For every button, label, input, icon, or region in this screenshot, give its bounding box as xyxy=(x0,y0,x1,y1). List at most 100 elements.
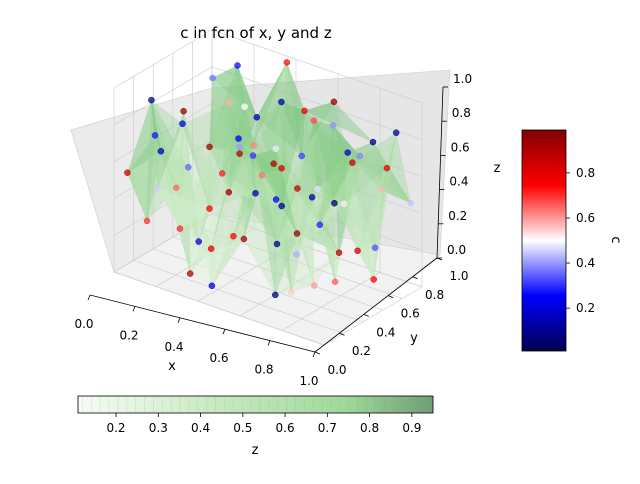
data-point xyxy=(258,172,266,179)
data-point xyxy=(330,98,338,106)
y-tick xyxy=(388,295,394,298)
surface-triangle xyxy=(347,141,411,204)
surface-triangle xyxy=(317,151,348,205)
surface-triangle xyxy=(296,120,318,255)
surface-triangle xyxy=(176,166,212,249)
grid-x-floor xyxy=(281,272,381,331)
y-tick-label: 0.8 xyxy=(425,288,444,302)
data-point xyxy=(151,132,159,139)
surface-triangle xyxy=(274,197,315,296)
y-tick-label: 0.0 xyxy=(327,363,346,377)
surface-triangle xyxy=(313,120,334,225)
data-point xyxy=(314,185,321,193)
surface-triangle xyxy=(296,152,348,255)
data-point xyxy=(270,160,277,167)
surface-triangle xyxy=(357,132,397,252)
surface-triangle xyxy=(303,101,374,143)
surface-triangle xyxy=(281,62,305,207)
surface-triangle xyxy=(261,175,278,245)
colorbar-c xyxy=(521,129,567,352)
data-point xyxy=(143,217,151,225)
data-point xyxy=(252,190,259,197)
data-point xyxy=(308,194,316,201)
surface-triangle xyxy=(381,167,412,204)
surface-triangle xyxy=(188,167,213,287)
surface-triangle xyxy=(243,155,276,295)
surface-triangle xyxy=(157,123,183,230)
surface-triangle xyxy=(313,120,353,204)
surface-triangle xyxy=(176,111,199,242)
surface-triangle xyxy=(154,134,191,274)
surface-triangle xyxy=(233,155,254,240)
data-point xyxy=(241,103,248,110)
surface-triangle xyxy=(373,190,382,280)
y-tick-label: 0.2 xyxy=(352,344,371,358)
surface-triangle xyxy=(343,152,358,251)
y-tick xyxy=(412,276,418,280)
surface-triangle xyxy=(151,100,177,188)
surface-triangle xyxy=(182,102,230,209)
surface-triangle xyxy=(275,168,292,293)
grid-x-floor xyxy=(239,257,339,317)
x-tick-label: 0.6 xyxy=(209,351,228,365)
data-point xyxy=(148,96,155,104)
chart-title: c in fcn of x, y and z xyxy=(180,24,332,42)
surface-triangle xyxy=(373,132,397,280)
grid-x-floor xyxy=(155,228,255,287)
y-tick xyxy=(339,332,345,336)
data-point xyxy=(249,152,257,159)
surface-triangle xyxy=(256,61,302,157)
data-point xyxy=(331,278,339,285)
surface-triangle xyxy=(296,197,315,286)
data-point xyxy=(240,235,248,243)
grid-y-floor xyxy=(192,225,403,299)
data-point xyxy=(335,249,343,256)
data-point xyxy=(185,163,192,171)
surface-triangle xyxy=(319,224,340,282)
surface-triangle xyxy=(209,145,254,209)
surface-triangle xyxy=(157,111,184,188)
grid-y-floor xyxy=(113,271,325,346)
surface-triangle xyxy=(357,190,382,281)
colorbar-c-tick-label: 0.2 xyxy=(576,301,595,315)
data-point xyxy=(310,117,318,124)
grid-z-back xyxy=(211,66,423,141)
surface-triangle xyxy=(343,141,388,204)
data-point xyxy=(235,135,242,142)
data-point xyxy=(186,270,194,277)
grid-z-left xyxy=(113,66,213,126)
data-point xyxy=(278,202,285,210)
surface-triangle xyxy=(332,124,361,253)
colorbar-z-tick-label: 0.8 xyxy=(360,421,379,435)
data-point xyxy=(331,199,338,207)
surface-triangle xyxy=(332,125,376,248)
surface-triangle xyxy=(127,134,156,221)
surface-triangle xyxy=(347,152,382,251)
surface-triangle xyxy=(273,101,297,255)
data-point xyxy=(293,251,300,258)
surface-triangle xyxy=(239,146,278,245)
x-tick-label: 0.2 xyxy=(119,328,138,342)
surface-triangle xyxy=(347,152,374,280)
surface-triangle xyxy=(352,132,397,248)
grid-z-left xyxy=(113,29,213,89)
surface-triangle xyxy=(253,101,282,207)
colorbar-c-tick-label: 0.8 xyxy=(576,166,595,180)
surface-triangle xyxy=(334,161,374,280)
surface-triangle xyxy=(179,102,229,230)
z-tick-label: 0.2 xyxy=(448,209,467,223)
surface-triangle xyxy=(176,166,199,242)
y-tick-label: 0.4 xyxy=(376,325,395,339)
grid-x-floor xyxy=(323,286,423,346)
data-point xyxy=(278,165,285,172)
data-point xyxy=(207,245,215,252)
data-point xyxy=(349,159,356,166)
z-tick-label: 0.4 xyxy=(449,175,468,189)
y-tick xyxy=(363,314,369,317)
data-point xyxy=(316,221,324,229)
surface-triangle xyxy=(209,77,240,154)
surface-triangle xyxy=(281,101,305,157)
z-tick-label: 0.8 xyxy=(452,106,471,120)
data-point xyxy=(208,282,216,290)
data-point xyxy=(298,152,305,160)
